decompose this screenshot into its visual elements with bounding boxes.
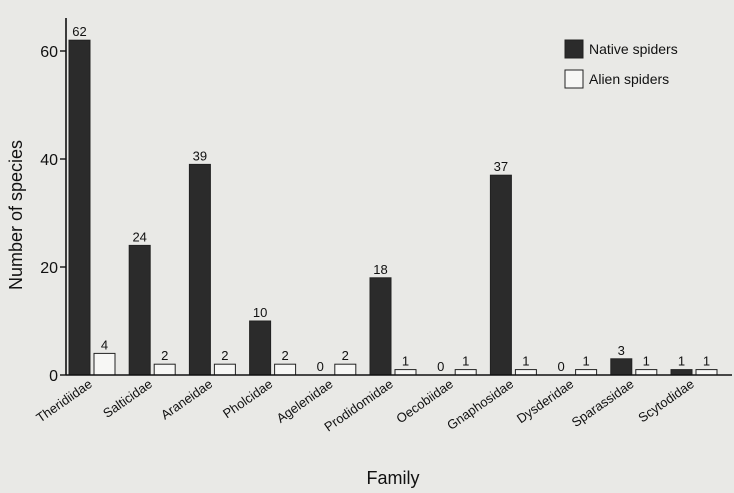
data-label: 2 [161, 348, 168, 363]
x-axis-title: Family [367, 468, 420, 488]
data-label: 1 [703, 354, 710, 369]
data-label: 1 [678, 354, 685, 369]
data-label: 39 [193, 148, 207, 163]
y-tick-label: 40 [40, 152, 58, 169]
data-label: 62 [72, 24, 86, 39]
x-tick-label: Dysderidae [514, 376, 576, 426]
bar-alien [575, 369, 598, 376]
data-label: 1 [643, 354, 650, 369]
data-label: 2 [221, 348, 228, 363]
x-axis: Theridiidae Salticidae Araneidae PholcidaeA… [33, 374, 732, 434]
x-tick-label: Salticidae [100, 376, 155, 421]
data-label: 1 [402, 354, 409, 369]
bar-native [128, 244, 151, 376]
bar-alien [213, 363, 236, 376]
data-label: 37 [494, 159, 508, 174]
legend: Native spiders Alien spiders [564, 39, 678, 89]
data-label: 0 [557, 359, 564, 374]
bar-alien [695, 369, 718, 376]
x-tick-label: Araneidae [158, 376, 215, 422]
bar-alien [394, 369, 417, 376]
bar-native [610, 358, 633, 376]
y-axis-title: Number of species [6, 140, 26, 290]
y-tick-label: 20 [40, 260, 58, 277]
x-tick-label: Theridiidae [33, 376, 94, 425]
bar-native [369, 277, 392, 376]
bar-native [188, 163, 211, 376]
bar-alien [274, 363, 297, 376]
legend-swatch-native [564, 39, 584, 59]
bar-native [68, 39, 91, 376]
legend-label-native: Native spiders [589, 41, 678, 57]
bar-native [670, 369, 693, 376]
data-label: 24 [132, 229, 146, 244]
data-label: 2 [281, 348, 288, 363]
bar-alien [153, 363, 176, 376]
x-tick-label: Scytodidae [635, 376, 696, 425]
bar-alien [334, 363, 357, 376]
y-tick-label: 60 [40, 44, 58, 61]
data-label: 18 [373, 262, 387, 277]
x-tick-label: Gnaphosidae [444, 376, 516, 433]
bar-native [249, 320, 272, 376]
bar-alien [635, 369, 658, 376]
data-label: 2 [342, 348, 349, 363]
bar-native [489, 174, 512, 376]
data-label: 1 [522, 354, 529, 369]
data-label: 10 [253, 305, 267, 320]
data-label: 3 [618, 343, 625, 358]
data-label: 1 [462, 354, 469, 369]
data-label: 1 [582, 354, 589, 369]
y-tick-label: 0 [49, 368, 58, 385]
legend-swatch-alien [564, 69, 584, 89]
bar-alien [454, 369, 477, 376]
data-label: 0 [317, 359, 324, 374]
bar-alien [93, 352, 116, 376]
x-tick-label: Pholcidae [220, 376, 275, 421]
bar-alien [514, 369, 537, 376]
data-label: 4 [101, 337, 108, 352]
legend-label-alien: Alien spiders [589, 71, 669, 87]
y-axis: 0 20 40 60 [40, 18, 67, 385]
data-label: 0 [437, 359, 444, 374]
x-tick-label: Sparassidae [569, 376, 637, 430]
